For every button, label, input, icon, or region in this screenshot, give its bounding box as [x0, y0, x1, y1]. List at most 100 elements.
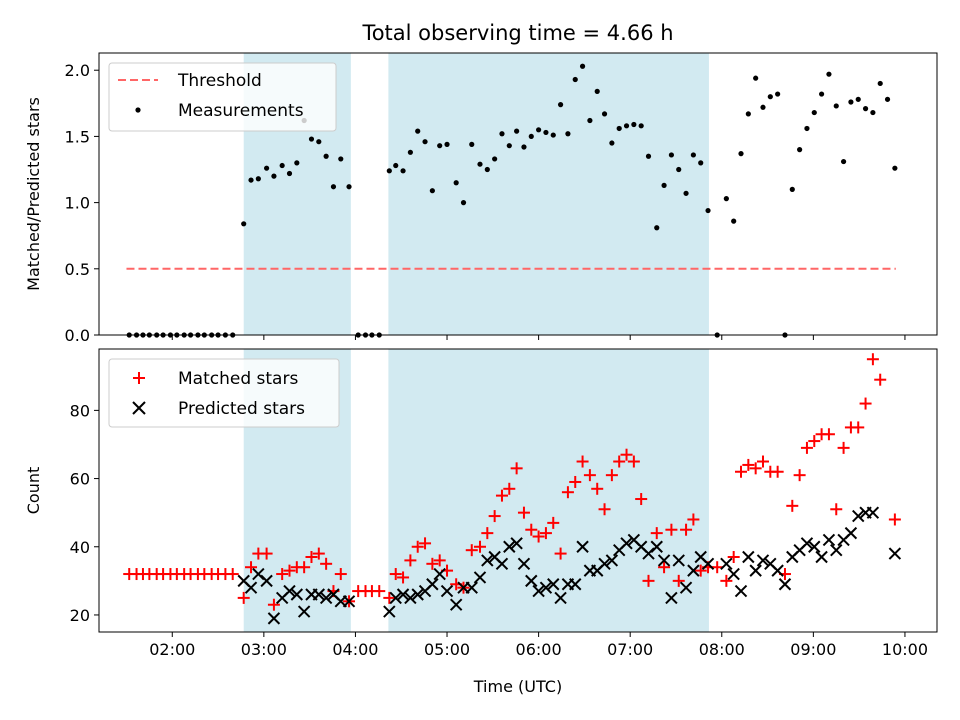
- predicted-star-point: [672, 554, 685, 567]
- measurement-point: [797, 147, 803, 153]
- legend-measurements-swatch: [135, 107, 141, 113]
- legend-measurements-label: Measurements: [178, 101, 304, 121]
- measurement-point: [753, 75, 759, 81]
- matched-star-point: [397, 571, 410, 584]
- matched-star-point: [298, 561, 311, 574]
- bottom-y-tick-label: 60: [70, 470, 90, 489]
- x-tick-label: 09:00: [790, 640, 836, 659]
- measurement-point: [286, 170, 293, 177]
- measurement-point: [848, 99, 854, 105]
- measurement-point: [654, 225, 660, 231]
- measurement-point: [840, 158, 847, 165]
- predicted-star-point: [778, 578, 792, 591]
- measurement-point: [422, 139, 428, 145]
- matched-star-point: [822, 428, 835, 441]
- measurement-point: [386, 168, 392, 174]
- predicted-star-point: [449, 598, 463, 611]
- measurement-point: [477, 161, 483, 167]
- top-panel-frame: [98, 52, 938, 336]
- matched-star-point: [547, 516, 560, 529]
- top-y-tick-label: 0.5: [65, 260, 90, 279]
- legend-predicted-swatch: [132, 401, 146, 415]
- predicted-star-point: [312, 588, 326, 601]
- predicted-star-point: [888, 547, 902, 560]
- measurement-point: [775, 91, 781, 97]
- measurement-point: [698, 160, 704, 166]
- predicted-star-point: [465, 581, 478, 594]
- measurement-point: [862, 106, 869, 112]
- measurement-point: [429, 188, 435, 194]
- matched-star-point: [650, 527, 663, 540]
- matched-star-point: [226, 568, 239, 581]
- matched-star-point: [473, 540, 486, 553]
- matched-star-point: [320, 557, 333, 570]
- measurement-point: [528, 133, 534, 140]
- bottom-panel: 02:00 03:00 04:00 05:00 06:00 07:00 08:00 09:00…: [24, 348, 938, 696]
- predicted-star-point: [342, 595, 356, 608]
- predicted-star-point: [866, 506, 880, 519]
- bottom-y-tick-label: 80: [70, 401, 90, 420]
- predicted-star-point: [720, 557, 733, 571]
- matched-star-point: [672, 574, 685, 587]
- measurement-point: [579, 63, 586, 69]
- matched-star-point: [419, 537, 432, 550]
- bottom-panel-frame: [98, 348, 938, 633]
- predicted-star-point: [244, 581, 258, 594]
- matched-star-point: [404, 554, 417, 567]
- predicted-star-point: [734, 584, 748, 598]
- measurement-point: [536, 127, 542, 133]
- measurement-point: [804, 125, 810, 132]
- top-y-axis-label: Matched/Predicted stars: [24, 97, 43, 291]
- x-axis-label: Time (UTC): [473, 677, 562, 696]
- predicted-star-point: [290, 588, 304, 601]
- matched-star-point: [569, 475, 582, 488]
- matched-star-point: [312, 547, 325, 560]
- predicted-star-point: [283, 584, 296, 598]
- measurement-point: [819, 91, 825, 97]
- matched-star-point: [687, 513, 700, 526]
- measurement-point: [609, 140, 615, 146]
- predicted-star-point: [396, 588, 410, 601]
- measurement-point: [565, 131, 571, 137]
- predicted-star-point: [433, 567, 446, 581]
- predicted-star-point: [749, 564, 762, 577]
- bottom-legend: Matched stars Predicted stars: [108, 358, 340, 428]
- predicted-star-point: [554, 591, 567, 605]
- top-y-tick-label: 2.0: [65, 61, 90, 80]
- matched-star-point: [605, 469, 618, 482]
- x-tick-label: 05:00: [424, 640, 470, 659]
- matched-star-point: [267, 598, 280, 611]
- legend-threshold-label: Threshold: [177, 71, 262, 91]
- measurement-point: [855, 96, 861, 102]
- predicted-star-point: [650, 540, 663, 553]
- matched-star-point: [532, 530, 545, 543]
- predicted-star-point: [576, 540, 589, 553]
- matched-star-point: [620, 448, 633, 461]
- measurement-point: [492, 156, 498, 162]
- measurement-point: [400, 168, 406, 174]
- figure-title: Total observing time = 4.66 h: [361, 21, 673, 45]
- measurement-point: [705, 207, 711, 214]
- predicted-star-point: [657, 554, 671, 567]
- bottom-y-tick-label: 40: [70, 538, 90, 557]
- predicted-star-point: [495, 557, 509, 571]
- top-shaded-interval-1: [388, 53, 709, 335]
- measurement-point: [826, 71, 832, 77]
- matched-star-point: [756, 455, 769, 468]
- measurement-point: [437, 143, 443, 149]
- matched-star-point: [749, 462, 762, 475]
- predicted-star-point: [510, 537, 523, 550]
- x-tick-label: 07:00: [607, 640, 653, 659]
- matched-star-point: [426, 557, 439, 570]
- measurement-point: [587, 117, 593, 124]
- measurement-point: [601, 111, 608, 117]
- legend-predicted-label: Predicted stars: [178, 399, 305, 419]
- matched-star-point: [539, 527, 552, 540]
- measurement-point: [294, 160, 300, 166]
- matched-star-point: [720, 574, 733, 587]
- measurement-point: [645, 153, 652, 159]
- matched-star-point: [658, 561, 671, 574]
- predicted-star-point: [404, 591, 417, 605]
- predicted-star-point: [525, 574, 538, 588]
- x-tick-label: 08:00: [699, 640, 745, 659]
